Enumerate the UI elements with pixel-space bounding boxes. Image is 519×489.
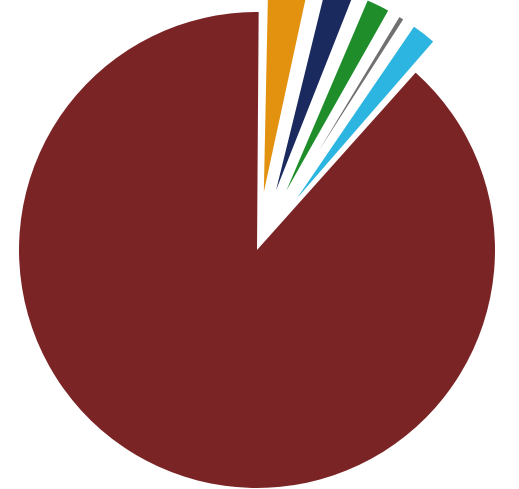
pie-slice-5 — [281, 14, 406, 211]
pie-slice-1 — [19, 11, 496, 489]
pie-slice-4 — [277, 0, 391, 208]
pie-slice-6 — [285, 24, 436, 214]
pie-slice-2 — [261, 0, 308, 204]
pie-slice-3 — [270, 0, 354, 206]
pie-slices — [19, 0, 496, 489]
